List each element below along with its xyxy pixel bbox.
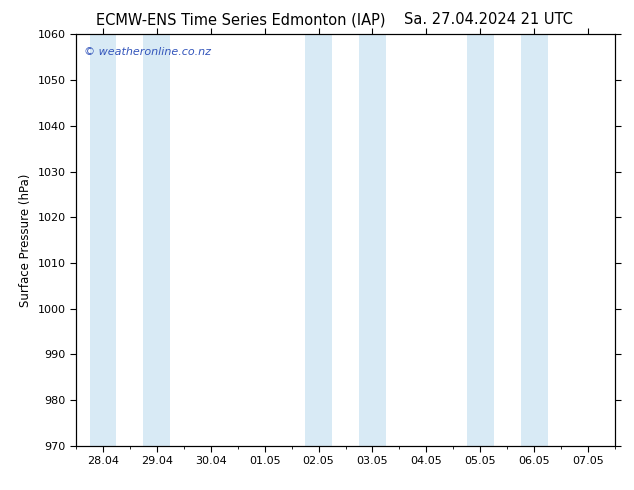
Y-axis label: Surface Pressure (hPa): Surface Pressure (hPa) — [19, 173, 32, 307]
Text: © weatheronline.co.nz: © weatheronline.co.nz — [84, 47, 211, 57]
Bar — [305, 34, 332, 446]
Bar — [467, 34, 494, 446]
Text: ECMW-ENS Time Series Edmonton (IAP): ECMW-ENS Time Series Edmonton (IAP) — [96, 12, 385, 27]
Bar — [359, 34, 386, 446]
Bar — [143, 34, 171, 446]
Bar — [521, 34, 548, 446]
Text: Sa. 27.04.2024 21 UTC: Sa. 27.04.2024 21 UTC — [404, 12, 573, 27]
Bar — [89, 34, 117, 446]
